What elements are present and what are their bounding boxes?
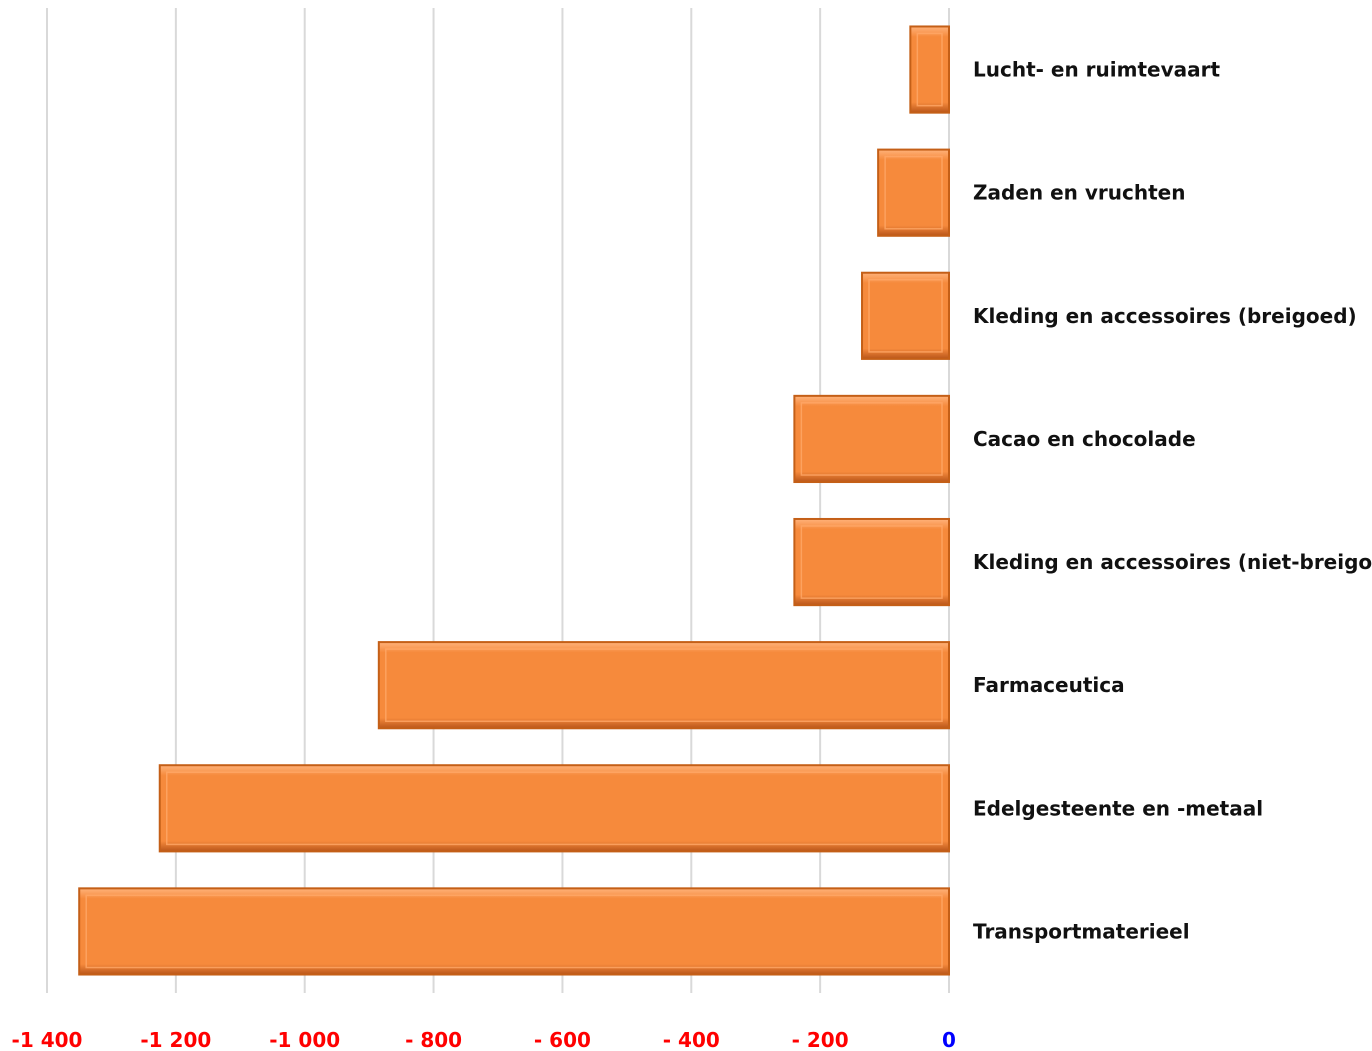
bar: [861, 271, 950, 360]
bar: [78, 887, 950, 976]
x-tick-label: - 600: [534, 1028, 591, 1051]
bar-bevel: [800, 402, 943, 476]
grid-lines: [46, 8, 950, 993]
category-label: Kleding en accessoires (breigoed): [973, 304, 1357, 328]
x-tick-label: - 800: [405, 1028, 462, 1051]
x-tick-label: -1 200: [140, 1028, 211, 1051]
x-tick-label: - 200: [792, 1028, 849, 1051]
bar: [377, 641, 950, 730]
x-tick-label: -1 000: [269, 1028, 340, 1051]
bar-bevel: [385, 648, 943, 723]
category-label: Edelgesteente en -metaal: [973, 796, 1263, 820]
bar: [909, 25, 950, 114]
category-label: Kleding en accessoires (niet-breigoed): [973, 550, 1372, 574]
bar-bevel: [85, 894, 943, 969]
bar: [793, 394, 950, 484]
x-tick-label: - 400: [663, 1028, 720, 1051]
bar-bevel: [800, 525, 943, 599]
category-label: Farmaceutica: [973, 673, 1125, 697]
category-label: Zaden en vruchten: [973, 181, 1185, 205]
bar: [158, 764, 950, 853]
x-axis-ticks: -1 400 -1 200 -1 000 - 800 - 600 - 400 - 200 0: [12, 1028, 956, 1051]
bars: [78, 25, 951, 976]
bar-bevel: [868, 278, 943, 353]
category-labels: Lucht- en ruimtevaart Zaden en vruchten Kl…: [973, 58, 1372, 944]
bar-bevel: [166, 771, 943, 846]
x-tick-label: 0: [942, 1028, 956, 1051]
bar: [793, 517, 950, 607]
x-tick-label: -1 400: [12, 1028, 83, 1051]
category-label: Lucht- en ruimtevaart: [973, 58, 1220, 82]
bar-bevel: [916, 32, 943, 107]
bar: [877, 148, 951, 237]
category-label: Transportmaterieel: [973, 919, 1190, 943]
category-label: Cacao en chocolade: [973, 427, 1196, 451]
bar-bevel: [884, 155, 943, 230]
